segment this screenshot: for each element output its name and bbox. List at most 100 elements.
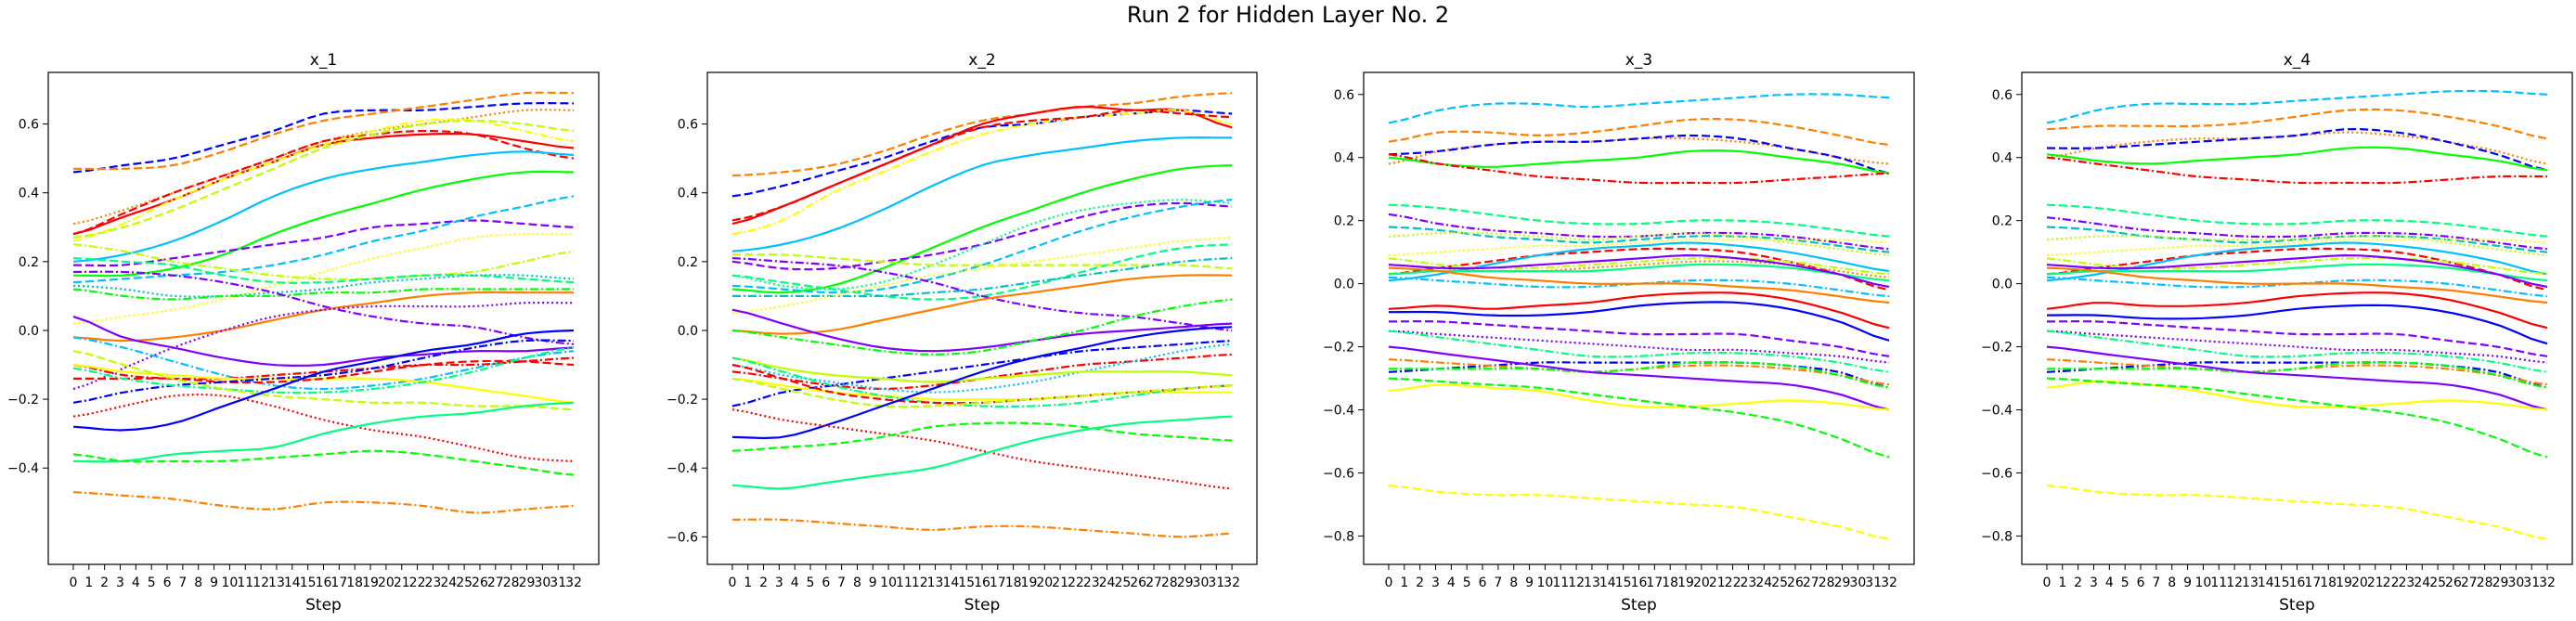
x-tick-label: 25 <box>2429 576 2446 590</box>
x-tick-label: 1 <box>84 576 93 590</box>
y-tick-label: 0.2 <box>19 255 39 270</box>
subplot-title: x_4 <box>2284 51 2311 70</box>
series-line <box>731 199 1233 294</box>
x-tick-label: 0 <box>1384 576 1392 590</box>
x-tick-label: 1 <box>1400 576 1408 590</box>
subplot-2: 0 1 2 3 4 5 6 7 8 9 101112131415161718192021222324… <box>667 51 1258 615</box>
series-line <box>2046 345 2548 411</box>
x-tick-label: 31 <box>2523 576 2540 590</box>
x-tick-label: 29 <box>2492 576 2509 590</box>
y-tick-label: −0.2 <box>1981 341 2013 356</box>
subplot-title: x_1 <box>310 51 337 70</box>
x-tick-label: 4 <box>791 576 799 590</box>
series-line <box>72 491 575 514</box>
series-line <box>2046 330 2548 373</box>
x-tick-label: 6 <box>822 576 830 590</box>
x-tick-label: 16 <box>974 576 990 590</box>
y-tick-label: 0.2 <box>1334 214 1354 229</box>
subplot-1: 0 1 2 3 4 5 6 7 8 9 10 11 12 13 14 15 16 17 18 19 20 21 22 23 24… <box>7 51 600 615</box>
x-tick-label: 3 <box>2090 576 2098 590</box>
x-tick-label: 14 <box>1599 576 1616 590</box>
series-line <box>1388 153 1890 185</box>
x-tick-label: 17 <box>330 576 347 590</box>
series-line <box>72 393 575 462</box>
series-line <box>1388 330 1890 364</box>
y-tick-label: 0.4 <box>678 187 698 201</box>
x-tick-label: 9 <box>2183 576 2192 590</box>
series-line <box>72 118 575 242</box>
series-line <box>72 101 575 174</box>
series-line <box>1388 266 1890 304</box>
subplot-title: x_2 <box>968 51 995 70</box>
x-tick-label: 7 <box>837 576 846 590</box>
x-tick-label: 27 <box>1803 576 1819 590</box>
series-line <box>1388 136 1890 165</box>
series-line <box>731 136 1233 252</box>
series-line <box>731 199 1233 291</box>
series-line <box>731 274 1233 335</box>
x-tick-label: 32 <box>1223 576 1240 590</box>
x-tick-label: 8 <box>2168 576 2176 590</box>
series-line <box>731 201 1233 271</box>
x-axis-label: Step <box>2279 596 2315 615</box>
x-tick-label: 8 <box>1509 576 1518 590</box>
x-tick-label: 32 <box>565 576 582 590</box>
x-tick-label: 12 <box>912 576 928 590</box>
series-line <box>1388 256 1890 276</box>
y-tick-label: −0.4 <box>667 461 698 476</box>
series-line <box>2046 156 2548 185</box>
x-tick-label: 22 <box>2383 576 2400 590</box>
x-tick-label: 16 <box>1631 576 1648 590</box>
x-tick-label: 20 <box>1693 576 1710 590</box>
x-tick-label: 26 <box>1787 576 1804 590</box>
y-tick-label: −0.4 <box>1981 404 2013 419</box>
series-line <box>731 109 1233 236</box>
x-tick-label: 20 <box>1036 576 1053 590</box>
series-line <box>72 329 575 432</box>
y-tick-label: 0.0 <box>678 324 698 339</box>
x-tick-label: 12 <box>2226 576 2243 590</box>
series-line <box>2046 256 2548 276</box>
x-tick-label: 17 <box>1646 576 1663 590</box>
x-tick-label: 30 <box>1193 576 1210 590</box>
y-tick-label: 0.0 <box>1992 278 2013 292</box>
x-tick-label: 15 <box>300 576 317 590</box>
x-tick-label: 5 <box>1463 576 1471 590</box>
x-tick-label: 24 <box>2414 576 2430 590</box>
x-tick-label: 23 <box>1083 576 1100 590</box>
x-tick-label: 0 <box>2042 576 2051 590</box>
y-tick-label: −0.4 <box>1323 404 1354 419</box>
x-tick-label: 19 <box>2336 576 2352 590</box>
x-tick-label: 2 <box>1416 576 1424 590</box>
x-tick-label: 27 <box>2461 576 2478 590</box>
x-axis-label: Step <box>305 596 342 615</box>
x-tick-label: 29 <box>519 576 536 590</box>
x-tick-label: 18 <box>1662 576 1678 590</box>
x-tick-label: 10 <box>222 576 239 590</box>
x-tick-label: 26 <box>1130 576 1146 590</box>
series-line <box>72 291 574 343</box>
x-tick-label: 6 <box>163 576 172 590</box>
series-line <box>731 298 1233 356</box>
y-tick-label: 0.4 <box>1334 151 1354 166</box>
x-tick-label: 22 <box>1725 576 1741 590</box>
x-tick-label: 2 <box>100 576 109 590</box>
series-line <box>1388 358 1890 386</box>
series-line <box>1388 345 1890 411</box>
series-line <box>1388 263 1890 282</box>
series-line <box>2046 330 2548 364</box>
series-line <box>731 243 1233 301</box>
x-tick-label: 13 <box>268 576 285 590</box>
series-line <box>2046 234 2548 257</box>
x-tick-label: 21 <box>1052 576 1068 590</box>
series-line <box>1388 231 1890 257</box>
series-line <box>72 350 575 411</box>
x-tick-label: 22 <box>1068 576 1084 590</box>
x-tick-label: 5 <box>807 576 815 590</box>
x-axis-label: Step <box>1621 596 1657 615</box>
series-line <box>731 257 1233 298</box>
x-tick-label: 6 <box>2137 576 2145 590</box>
series-line <box>72 150 575 263</box>
x-tick-label: 1 <box>744 576 752 590</box>
x-tick-label: 4 <box>2105 576 2114 590</box>
